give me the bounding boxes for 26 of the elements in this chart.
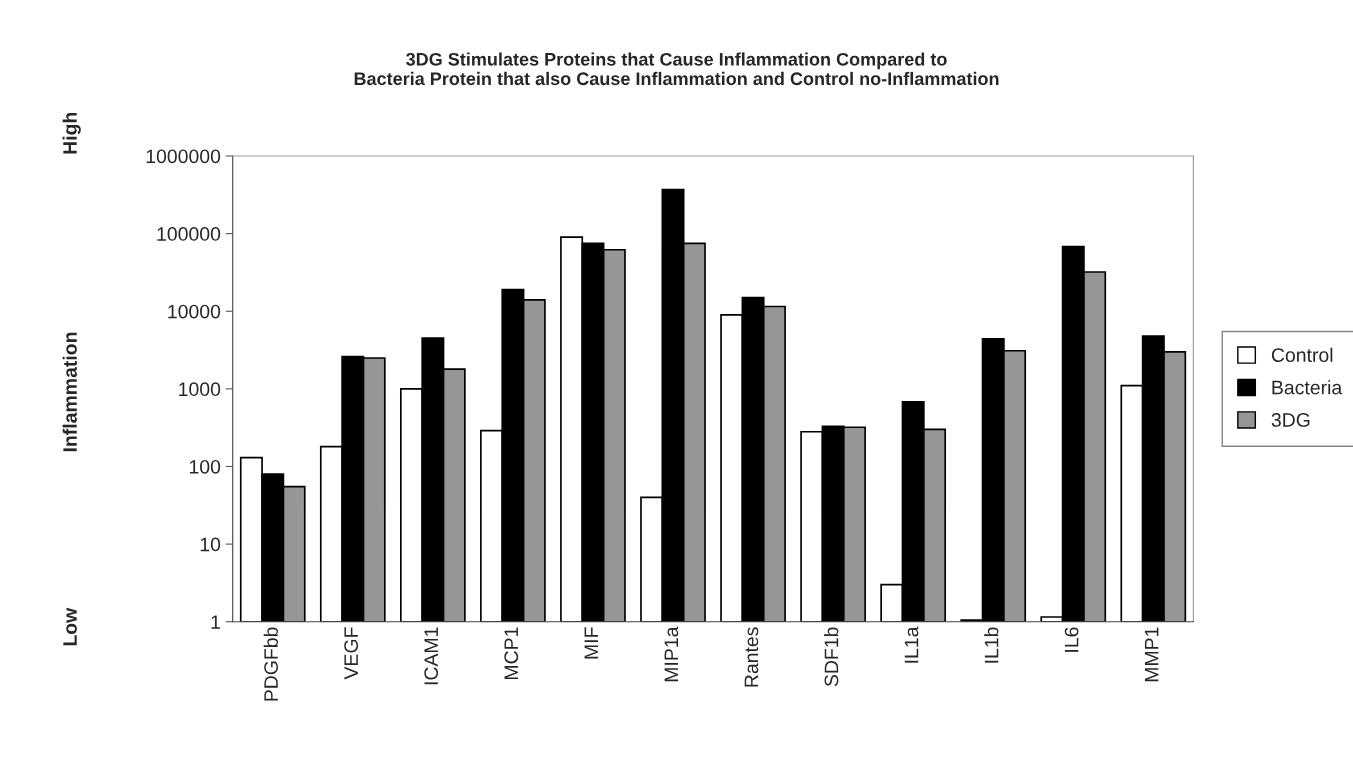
- y-tick-label: 100000: [157, 227, 221, 241]
- y-tick-label: 10: [200, 537, 221, 552]
- x-tick-label: SDF1b: [824, 627, 839, 687]
- x-tick-label: IL1a: [904, 626, 919, 663]
- y-tick-label: 1000: [179, 382, 221, 397]
- y-tick-label: 1000000: [146, 149, 221, 164]
- legend-label: Control: [1271, 347, 1333, 362]
- y-tick-label: 10000: [168, 304, 221, 319]
- x-tick-label: MMP1: [1144, 627, 1159, 682]
- x-tick-label: Rantes: [744, 627, 759, 687]
- legend-label: 3DG: [1271, 413, 1310, 427]
- y-tick-label: 100: [189, 459, 221, 474]
- x-tick-label: MIP1a: [664, 626, 679, 682]
- chart-title: 3DG Stimulates Proteins that Cause Inflammation Compared to Bacteria Protein that also Cause Inflammation and Control no-Inflammation: [354, 52, 999, 86]
- y-tick-label: 1: [211, 615, 220, 629]
- x-tick-label: MIF: [584, 627, 598, 659]
- text: Low: [63, 607, 77, 646]
- x-tick-label: ICAM1: [424, 627, 439, 685]
- text: High: [62, 112, 81, 154]
- x-tick-label: PDGFbb: [263, 627, 278, 701]
- x-tick-label: VEGF: [344, 627, 359, 680]
- y-axis-title: Inflammation: [62, 332, 77, 452]
- x-tick-label: IL6: [1064, 627, 1079, 652]
- x-tick-label: IL1b: [984, 627, 999, 663]
- x-tick-label: MCP1: [504, 627, 519, 679]
- legend-label: Bacteria: [1272, 380, 1343, 395]
